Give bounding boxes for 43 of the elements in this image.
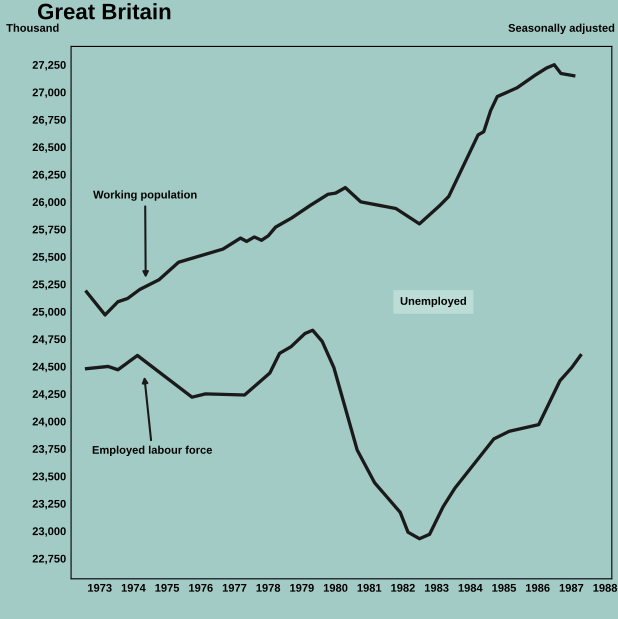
- y-tick-label: 25,750: [32, 226, 66, 236]
- x-tick-label: 1987: [560, 584, 584, 592]
- x-tick-label: 1981: [358, 584, 382, 592]
- x-tick-label: 1973: [88, 584, 112, 592]
- annotation: Employed labour force: [92, 446, 212, 456]
- y-tick-label: 26,250: [32, 170, 66, 180]
- x-tick-label: 1978: [256, 584, 280, 592]
- y-tick-label: 24,000: [32, 418, 66, 428]
- x-tick-label: 1979: [290, 584, 314, 592]
- x-tick-label: 1984: [458, 584, 483, 592]
- text: Seasonally adjusted: [508, 24, 614, 34]
- y-tick-label: 25,250: [32, 280, 66, 290]
- chart-title: Great Britain: [38, 3, 170, 20]
- y-tick-label: 27,000: [32, 88, 66, 98]
- y-tick-label: 25,500: [32, 253, 66, 262]
- y-tick-label: 23,750: [32, 445, 66, 454]
- x-tick-label: 1986: [526, 584, 550, 592]
- y-tick-label: 22,750: [32, 554, 66, 564]
- x-tick-label: 1985: [492, 584, 516, 592]
- y-axis-title: Thousand: [6, 24, 59, 32]
- y-tick-label: 24,250: [32, 390, 66, 400]
- x-tick-label: 1980: [324, 584, 348, 592]
- y-tick-label: 26,000: [32, 198, 66, 208]
- y-tick-label: 26,750: [32, 116, 66, 126]
- y-tick-label: 23,000: [32, 527, 66, 537]
- x-tick-label: 1974: [122, 584, 146, 592]
- x-tick-label: 1977: [222, 584, 246, 592]
- annotation: Unemployed: [400, 296, 466, 308]
- y-tick-label: 24,500: [32, 362, 66, 372]
- x-tick-label: 1988: [593, 584, 618, 592]
- x-tick-label: 1975: [155, 584, 180, 592]
- y-tick-label: 24,750: [32, 335, 66, 345]
- x-tick-label: 1983: [424, 584, 449, 592]
- x-tick-label: 1982: [391, 584, 415, 592]
- y-tick-label: 23,500: [32, 472, 66, 482]
- y-tick-label: 23,250: [32, 500, 66, 510]
- annotation: Working population: [93, 190, 197, 201]
- y-tick-label: 26,500: [32, 143, 66, 153]
- y-tick-label: 27,250: [32, 61, 66, 70]
- line-series: [84, 328, 582, 540]
- y-tick-label: 25,000: [32, 308, 66, 318]
- line-series: [84, 63, 576, 317]
- x-tick-label: 1976: [189, 584, 213, 592]
